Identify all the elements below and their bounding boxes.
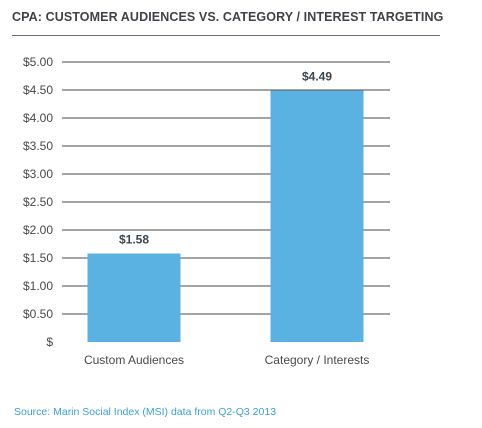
y-tick-label: $2.50: [23, 195, 53, 209]
y-tick-label: $: [46, 335, 53, 349]
source-note: Source: Marin Social Index (MSI) data fr…: [14, 406, 277, 418]
chart-title: CPA: CUSTOMER AUDIENCES VS. CATEGORY / I…: [12, 10, 444, 24]
bar: [270, 90, 364, 342]
x-category-label: Category / Interests: [265, 353, 370, 367]
y-tick-label: $2.00: [23, 223, 53, 237]
y-tick-label: $4.00: [23, 111, 53, 125]
y-tick-label: $4.50: [23, 83, 53, 97]
bar: [87, 253, 181, 342]
y-tick-label: $1.00: [23, 279, 53, 293]
x-category-label: Custom Audiences: [84, 353, 184, 367]
y-tick-label: $3.00: [23, 167, 53, 181]
y-tick-label: $0.50: [23, 307, 53, 321]
y-tick-label: $1.50: [23, 251, 53, 265]
y-tick-label: $5.00: [23, 55, 53, 69]
bar-value-label: $1.58: [119, 233, 149, 247]
y-tick-label: $3.50: [23, 139, 53, 153]
bar-value-label: $4.49: [302, 70, 332, 84]
title-divider: [12, 35, 440, 36]
